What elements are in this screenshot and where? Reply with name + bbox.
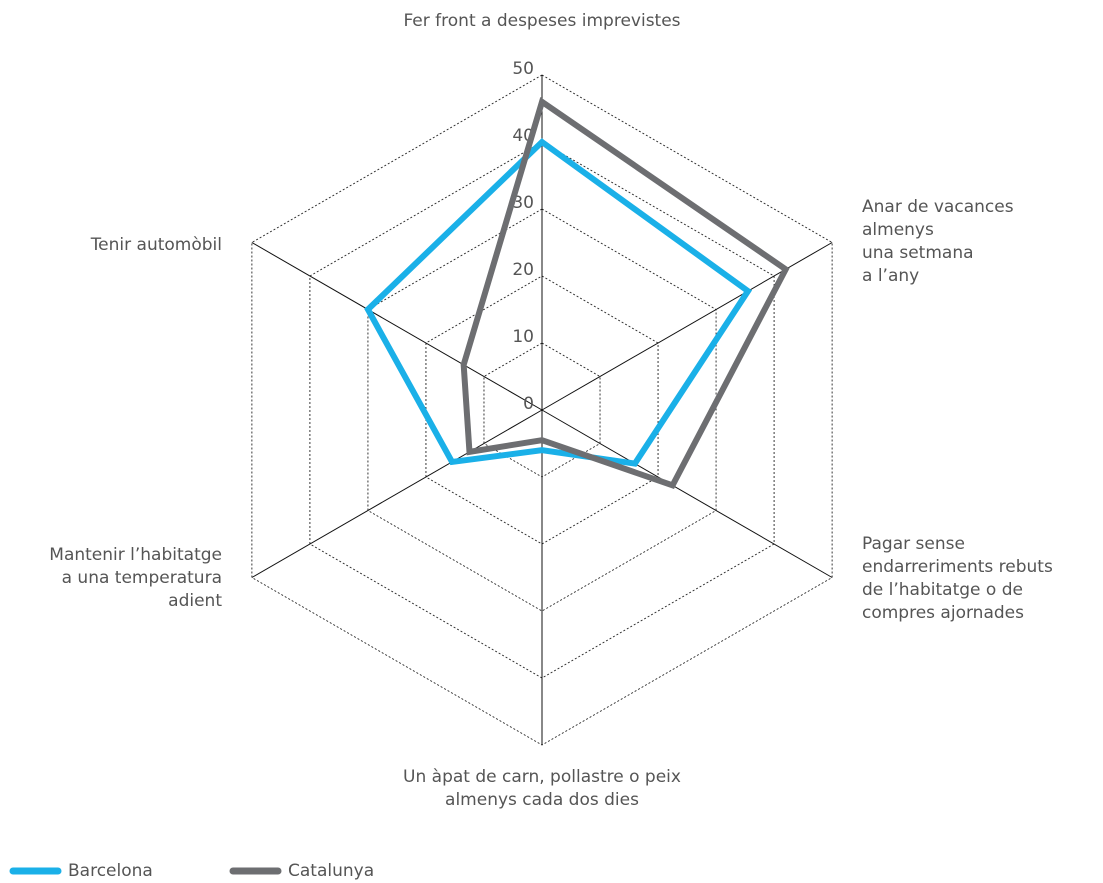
category-label: Tenir automòbil (90, 235, 222, 255)
y-tick-label: 30 (512, 193, 534, 213)
legend-label: Catalunya (288, 861, 374, 881)
category-label: Pagar sense endarreriments rebuts de l’h… (862, 534, 1053, 623)
spoke (541, 409, 833, 578)
y-tick-label: 10 (512, 327, 534, 347)
y-tick-label: 50 (512, 59, 534, 79)
spoke (251, 409, 543, 578)
category-label: Un àpat de carn, pollastre o peix almeny… (403, 767, 681, 810)
category-label: Mantenir l’habitatge a una temperatura a… (49, 545, 222, 611)
series-line (364, 138, 753, 467)
spoke (251, 242, 543, 411)
legend-label: Barcelona (68, 861, 153, 881)
y-tick-label: 20 (512, 260, 534, 280)
category-label: Anar de vacances almenys una setmana a l… (862, 197, 1014, 286)
series-line (460, 96, 790, 490)
category-label: Fer front a despeses imprevistes (403, 11, 681, 31)
y-tick-label: 0 (523, 394, 534, 414)
